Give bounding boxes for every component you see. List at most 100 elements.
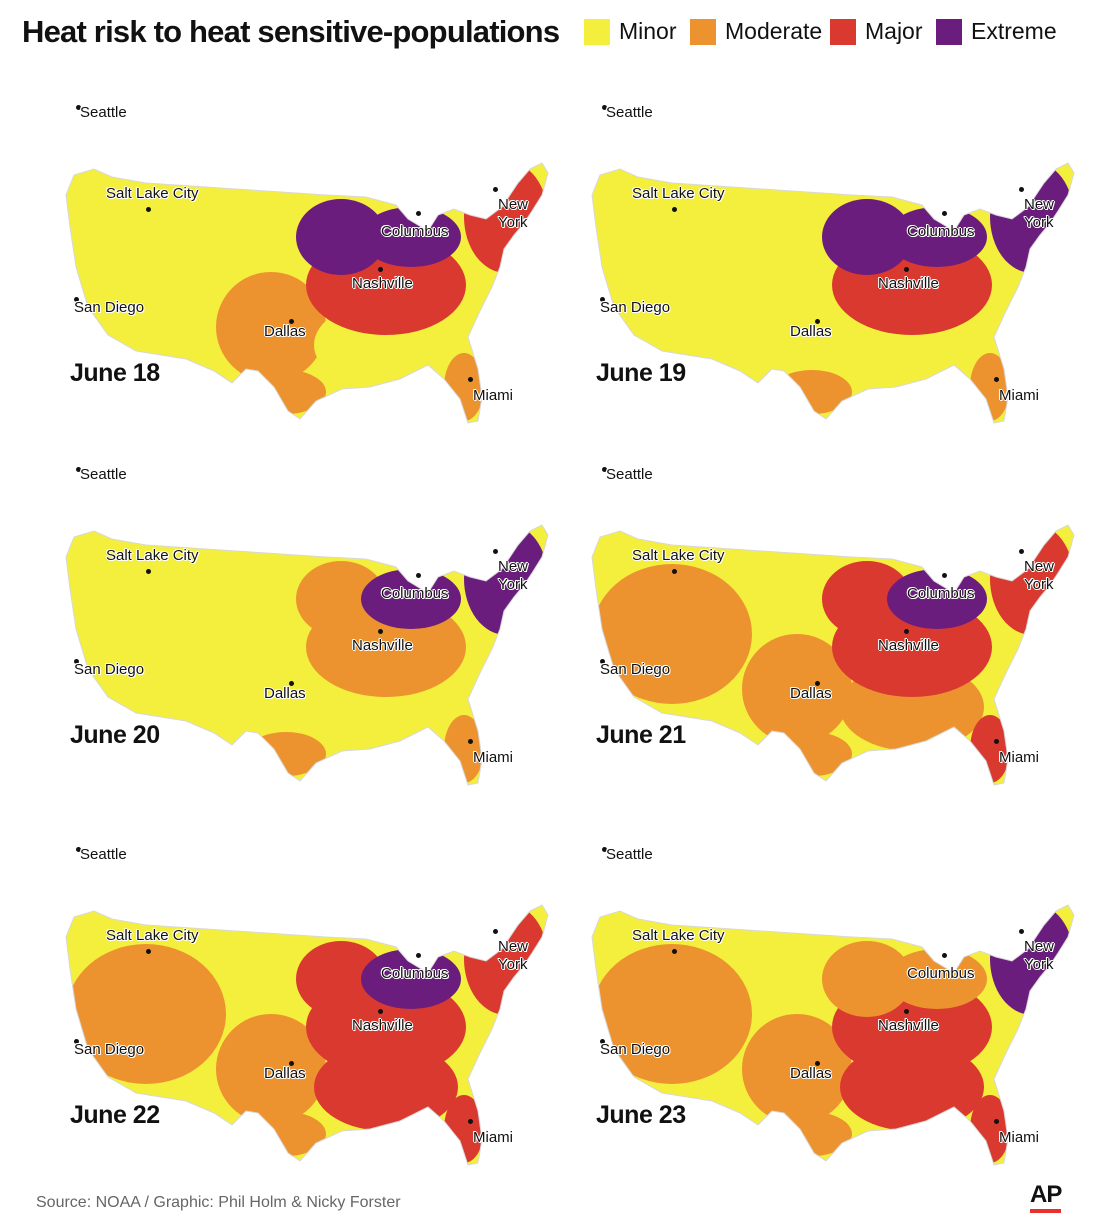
city-label-nashville: Nashville — [352, 275, 413, 292]
city-marker — [672, 569, 677, 574]
legend-swatch — [690, 18, 716, 45]
risk-region-west — [66, 944, 226, 1084]
risk-region-west — [66, 202, 226, 342]
city-marker — [493, 187, 498, 192]
heat-map-panel: Seattle Salt Lake City San Diego Dallas Nash… — [36, 87, 566, 442]
city-marker — [994, 1119, 999, 1124]
risk-region-west — [592, 944, 752, 1084]
risk-region-great-lakes — [887, 569, 987, 629]
risk-region-plains — [216, 1014, 326, 1124]
city-label-seattle: Seattle — [80, 466, 127, 483]
city-marker — [493, 929, 498, 934]
city-label-new-york: New York — [498, 196, 529, 231]
city-label-dallas: Dallas — [264, 685, 306, 702]
city-label-new-york: New York — [1024, 938, 1055, 973]
city-marker — [289, 1061, 294, 1066]
city-label-nashville: Nashville — [352, 637, 413, 654]
city-label-salt-lake-city: Salt Lake City — [632, 927, 725, 944]
city-label-miami: Miami — [473, 387, 513, 404]
risk-region-great-lakes — [361, 949, 461, 1009]
city-label-miami: Miami — [999, 749, 1039, 766]
city-marker — [600, 659, 605, 664]
city-label-nashville: Nashville — [878, 1017, 939, 1034]
us-border — [591, 904, 1075, 1166]
city-label-seattle: Seattle — [606, 104, 653, 121]
legend-item-minor: Minor — [584, 18, 677, 45]
city-label-san-diego: San Diego — [600, 1041, 671, 1058]
city-label-dallas: Dallas — [790, 323, 832, 340]
city-marker — [1019, 187, 1024, 192]
risk-region-plains — [742, 272, 852, 382]
city-marker — [994, 739, 999, 744]
city-label-miami: Miami — [999, 1129, 1039, 1146]
city-label-new-york: New York — [498, 938, 529, 973]
city-marker — [146, 569, 151, 574]
heat-map-panel: Seattle Salt Lake City San Diego Dallas Nash… — [562, 829, 1092, 1184]
chart-title: Heat risk to heat sensitive-populations — [22, 14, 560, 49]
risk-region-midwest — [296, 199, 386, 275]
legend-label: Moderate — [725, 18, 823, 44]
city-label-new-york: New York — [1024, 196, 1055, 231]
city-label-nashville: Nashville — [878, 637, 939, 654]
city-marker — [74, 1039, 79, 1044]
risk-region-west — [592, 564, 752, 704]
legend-label: Minor — [619, 18, 677, 44]
heat-map-panel: Seattle Salt Lake City San Diego Dallas Nash… — [562, 87, 1092, 442]
risk-region-midwest — [296, 561, 386, 637]
city-marker — [672, 207, 677, 212]
city-label-seattle: Seattle — [80, 104, 127, 121]
city-label-san-diego: San Diego — [600, 661, 671, 678]
city-label-nashville: Nashville — [878, 275, 939, 292]
risk-region-west — [592, 202, 752, 342]
city-marker — [904, 267, 909, 272]
legend-label: Major — [865, 18, 923, 44]
city-label-columbus: Columbus — [907, 965, 975, 982]
city-marker — [74, 297, 79, 302]
city-label-columbus: Columbus — [381, 223, 449, 240]
city-marker — [493, 549, 498, 554]
risk-region-west — [66, 564, 226, 704]
city-label-columbus: Columbus — [381, 585, 449, 602]
city-label-columbus: Columbus — [907, 585, 975, 602]
us-border — [65, 524, 549, 786]
legend-item-major: Major — [830, 18, 923, 45]
legend-swatch — [584, 18, 610, 45]
city-marker — [994, 377, 999, 382]
city-marker — [815, 1061, 820, 1066]
risk-region-midwest — [822, 561, 912, 637]
city-marker — [942, 573, 947, 578]
city-marker — [76, 105, 81, 110]
city-marker — [378, 1009, 383, 1014]
date-label: June 21 — [596, 721, 686, 749]
risk-region-plains — [742, 634, 852, 744]
city-label-salt-lake-city: Salt Lake City — [632, 185, 725, 202]
legend-item-moderate: Moderate — [690, 18, 822, 45]
risk-region-midwest — [296, 941, 386, 1017]
city-marker — [468, 1119, 473, 1124]
city-marker — [416, 211, 421, 216]
heat-map-panel: Seattle Salt Lake City San Diego Dallas Nash… — [36, 449, 566, 804]
city-label-dallas: Dallas — [790, 685, 832, 702]
city-marker — [289, 319, 294, 324]
city-marker — [378, 267, 383, 272]
risk-region-plains — [216, 634, 326, 744]
city-marker — [76, 847, 81, 852]
risk-region-great-lakes — [887, 949, 987, 1009]
us-border — [591, 162, 1075, 424]
ap-logo: AP — [1030, 1181, 1062, 1208]
risk-region-midwest — [822, 199, 912, 275]
city-label-salt-lake-city: Salt Lake City — [106, 547, 199, 564]
us-map — [591, 904, 1075, 1166]
us-map — [65, 904, 549, 1166]
city-marker — [1019, 549, 1024, 554]
date-label: June 19 — [596, 359, 686, 387]
city-label-san-diego: San Diego — [74, 661, 145, 678]
city-label-new-york: New York — [1024, 558, 1055, 593]
city-label-miami: Miami — [999, 387, 1039, 404]
city-marker — [378, 629, 383, 634]
city-label-salt-lake-city: Salt Lake City — [106, 185, 199, 202]
city-label-seattle: Seattle — [606, 466, 653, 483]
city-marker — [672, 949, 677, 954]
risk-region-plains — [216, 272, 326, 382]
date-label: June 18 — [70, 359, 160, 387]
